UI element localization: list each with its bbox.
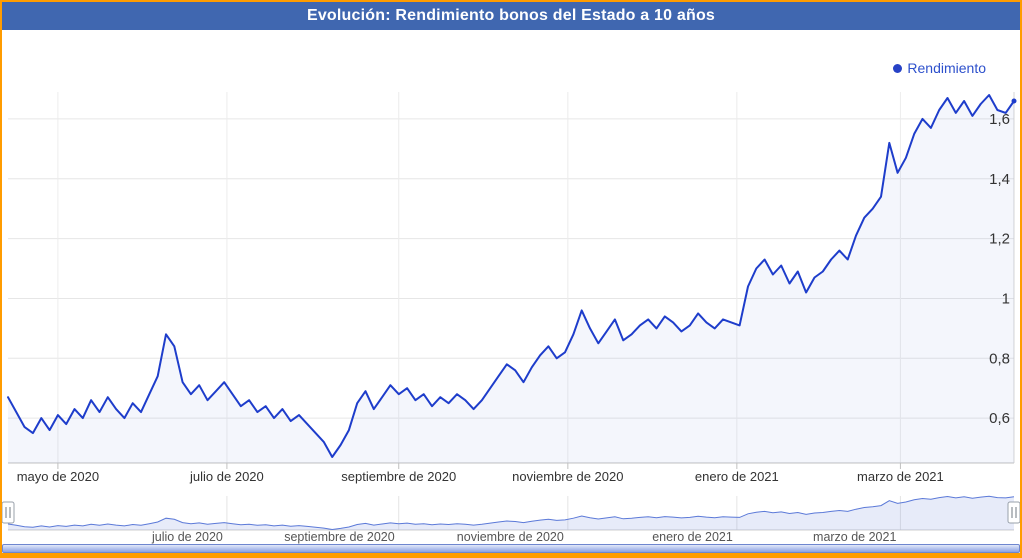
y-axis-label: 1,6 [989,111,1010,128]
x-axis-label: enero de 2021 [695,469,779,484]
series-area [8,95,1014,463]
navigator-axis-label: septiembre de 2020 [284,530,395,544]
x-axis-label: mayo de 2020 [17,469,99,484]
y-axis-label: 1 [1002,290,1010,307]
navigator-series [7,495,1015,531]
y-axis-labels: 0,6 0,8 1 1,2 1,4 1,6 [989,111,1010,427]
y-axis-label: 1,2 [989,231,1010,248]
horizontal-scrollbar[interactable] [2,544,1020,553]
x-axis-label: septiembre de 2020 [341,469,456,484]
legend-label: Rendimiento [907,60,986,76]
legend-marker-icon [893,63,903,73]
handle-body[interactable] [2,501,15,524]
x-axis-label: marzo de 2021 [857,469,944,484]
navigator-axis-label: marzo de 2021 [813,530,896,544]
navigator-axis-label: noviembre de 2020 [457,530,564,544]
navigator-axis-labels: julio de 2020 septiembre de 2020 noviembre… [151,530,896,544]
x-axis-label: noviembre de 2020 [512,469,623,484]
navigator-area-fill [8,496,1014,530]
navigator-axis-label: enero de 2021 [652,530,733,544]
navigator-axis-label: julio de 2020 [151,530,223,544]
y-gridlines [8,118,1014,419]
x-axis-label: julio de 2020 [189,469,264,484]
series-line-path [7,94,1015,458]
chart-title-bar: Evolución: Rendimiento bonos del Estado … [2,2,1020,30]
navigator-right-handle[interactable] [1007,501,1020,524]
navigator-left-handle[interactable] [2,501,15,524]
series-line [7,94,1015,458]
x-gridlines [57,92,901,463]
page-title: Evolución: Rendimiento bonos del Estado … [306,7,716,24]
navigator-line-path [7,495,1015,531]
last-point-marker [1011,98,1017,104]
handle-body[interactable] [1007,501,1020,524]
series-area-fill [8,95,1014,463]
navigator[interactable]: julio de 2020 septiembre de 2020 noviembre… [2,495,1020,544]
y-axis-label: 0,8 [989,350,1010,367]
y-axis-label: 0,6 [989,410,1010,427]
legend[interactable]: Rendimiento [893,60,986,76]
x-axis-labels: mayo de 2020 julio de 2020 septiembre de 2… [17,469,944,484]
navigator-gridlines [8,496,1014,531]
last-point-dot [1011,98,1017,104]
axis-lines [8,92,1015,469]
main-chart: 0,6 0,8 1 1,2 1,4 1,6 mayo de 2020 julio de 20… [2,92,1020,544]
y-axis-label: 1,4 [989,171,1010,188]
